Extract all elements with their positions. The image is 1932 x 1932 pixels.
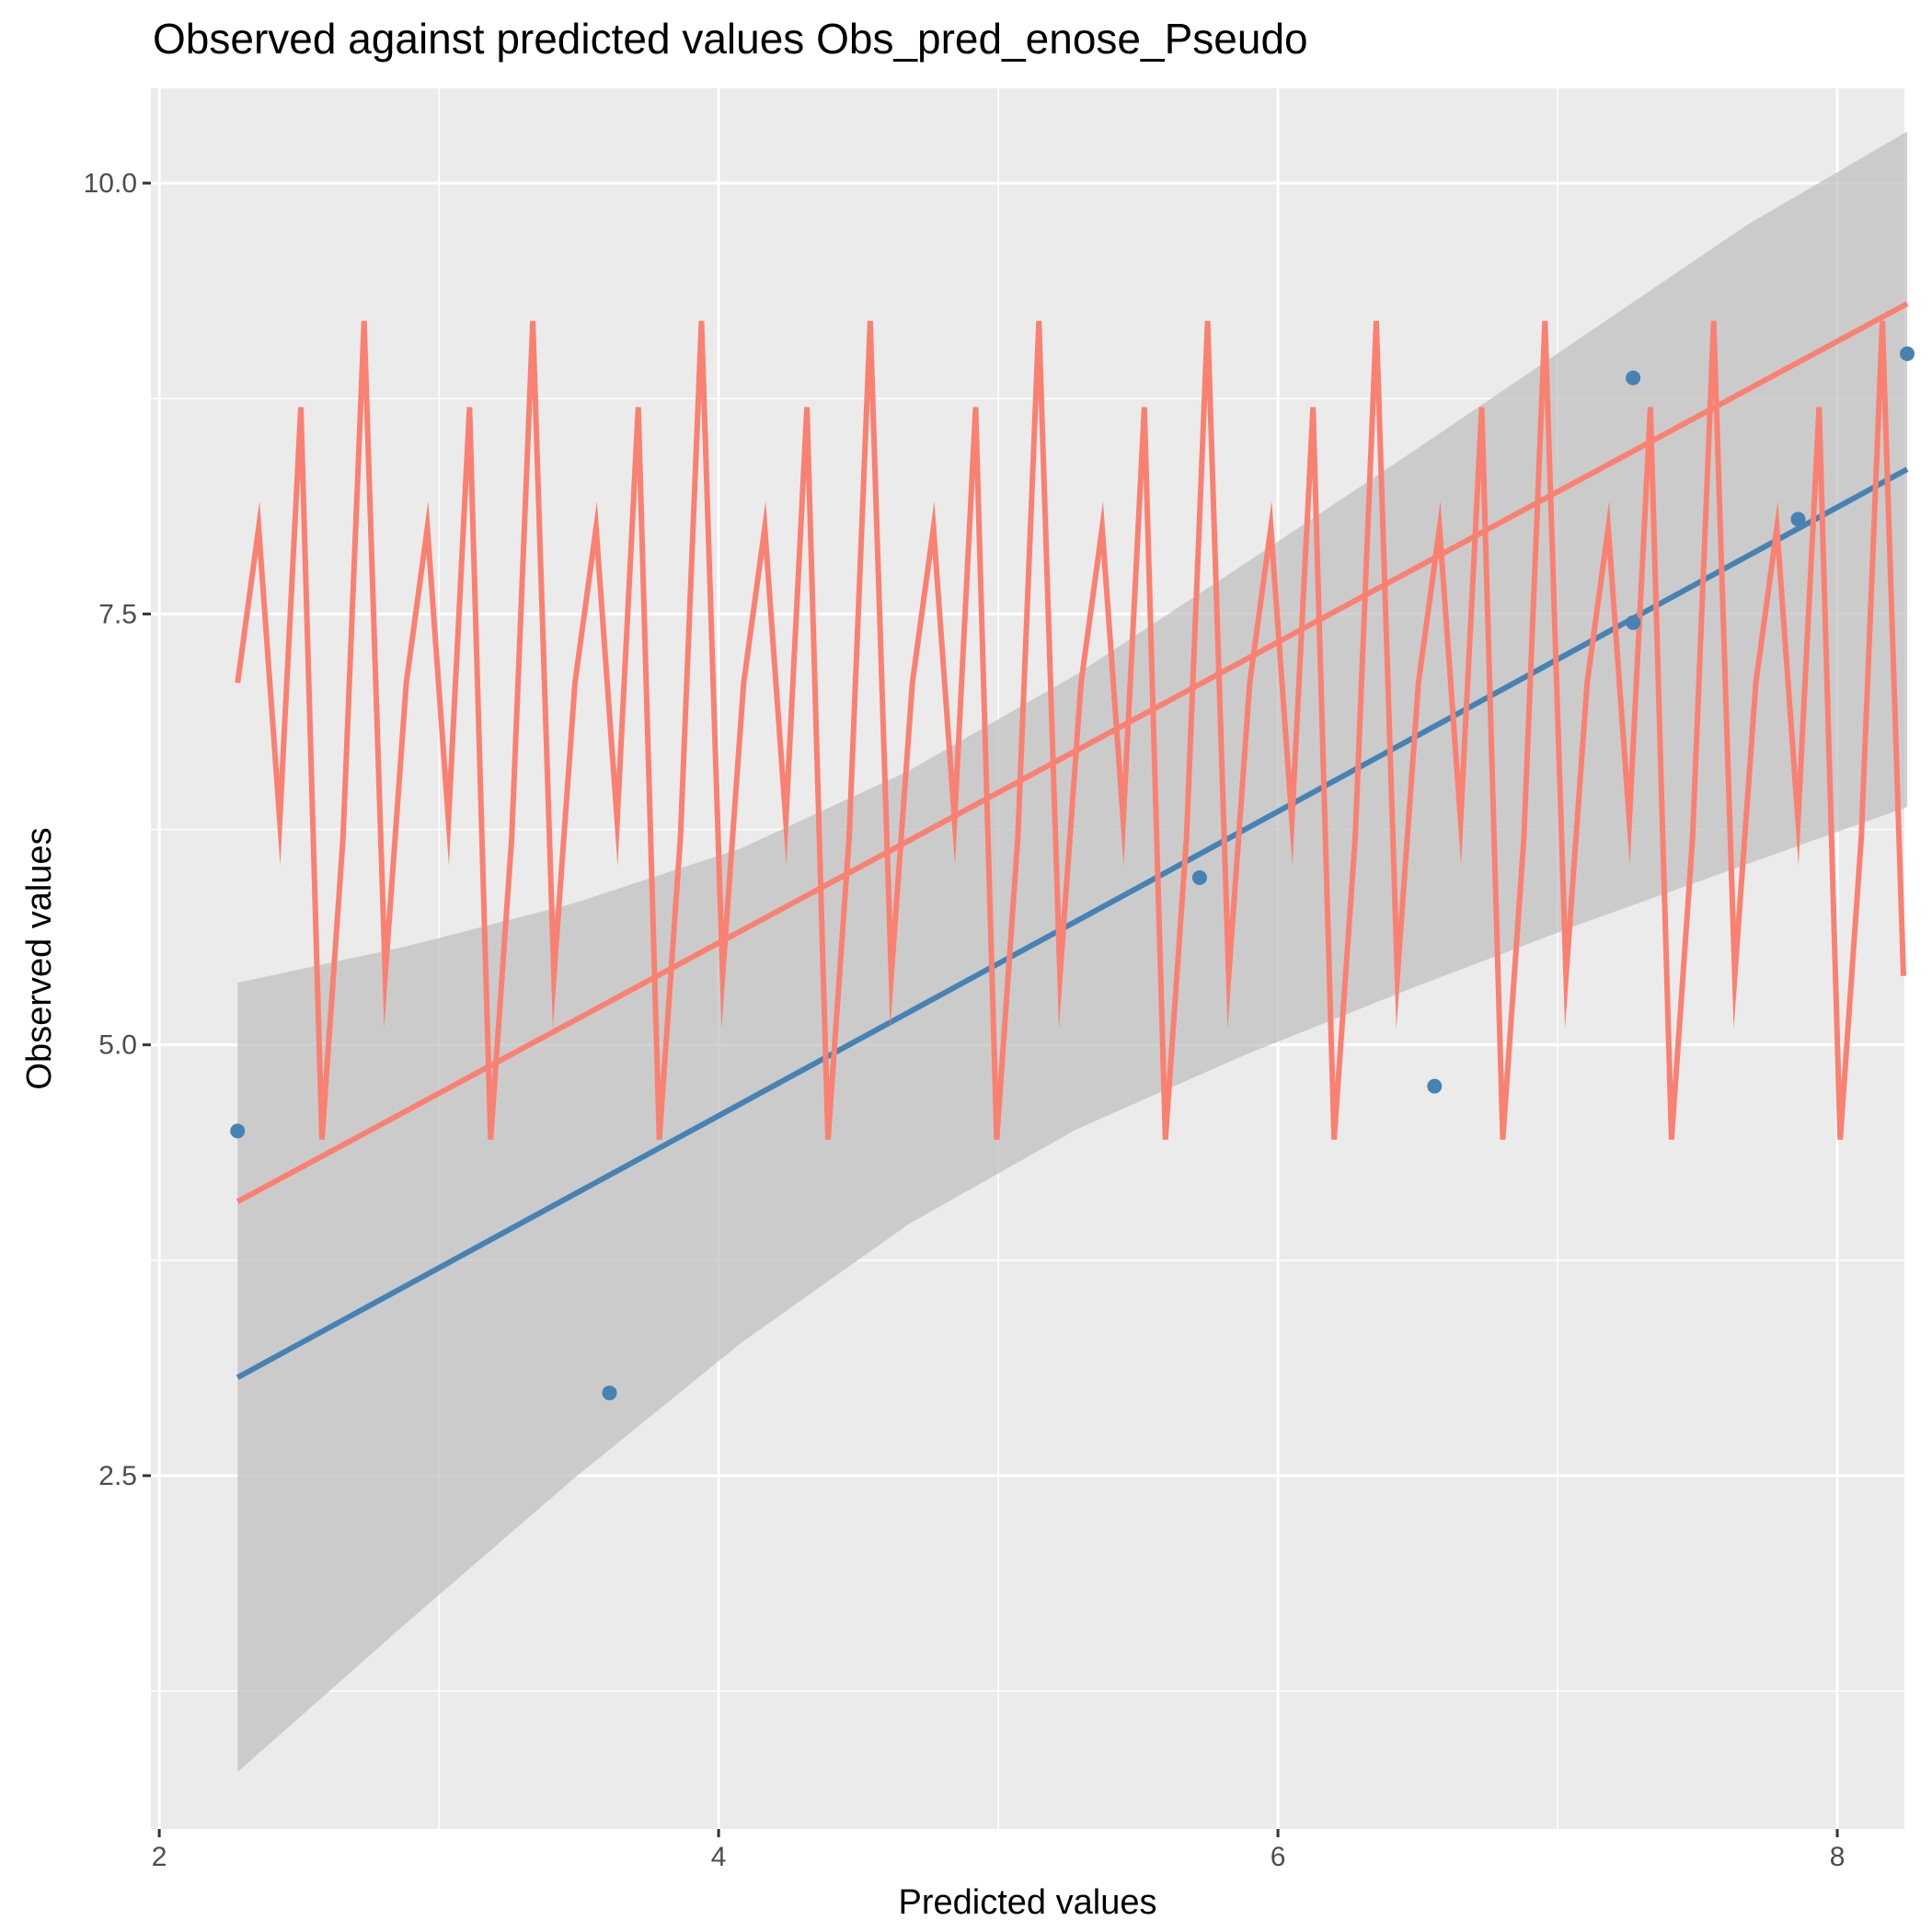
confidence-band bbox=[237, 131, 1908, 1773]
x-tick-label: 8 bbox=[1830, 1842, 1846, 1872]
x-axis-title: Predicted values bbox=[899, 1883, 1157, 1922]
confidence-band-layer bbox=[237, 131, 1908, 1773]
data-point bbox=[1790, 512, 1806, 527]
x-tick-label: 2 bbox=[152, 1842, 167, 1872]
y-axis-title: Observed values bbox=[20, 827, 59, 1089]
y-tick-label: 5.0 bbox=[98, 1030, 137, 1061]
x-tick-label: 4 bbox=[711, 1842, 727, 1872]
point-layer bbox=[230, 346, 1915, 1401]
data-point bbox=[1626, 370, 1641, 385]
data-point bbox=[602, 1386, 617, 1401]
axis-ticks: 2 4 6 8 2.5 5.0 7.5 10.0 bbox=[84, 168, 1846, 1872]
y-tick-label: 7.5 bbox=[98, 599, 137, 629]
reference-line bbox=[236, 301, 1909, 1204]
data-point bbox=[1626, 615, 1641, 630]
chart-title: Observed against predicted values Obs_pr… bbox=[153, 15, 1308, 63]
data-point bbox=[1427, 1078, 1443, 1094]
y-tick-label: 2.5 bbox=[98, 1461, 137, 1491]
data-point bbox=[1191, 869, 1207, 885]
data-point bbox=[1900, 346, 1915, 362]
zigzag-line bbox=[235, 320, 1906, 1140]
x-tick-label: 6 bbox=[1271, 1842, 1286, 1872]
data-point bbox=[230, 1123, 246, 1139]
y-tick-label: 10.0 bbox=[84, 168, 137, 199]
